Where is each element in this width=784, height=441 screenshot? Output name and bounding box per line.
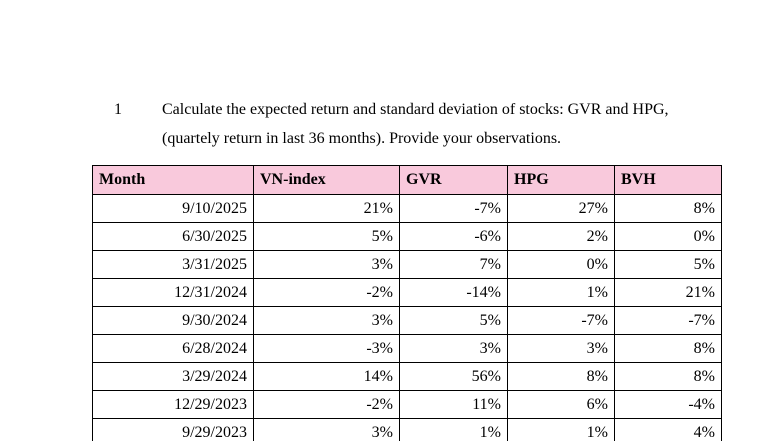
header-hpg: HPG: [507, 165, 615, 195]
table-row: 3/31/2025 3% 7% 0% 5%: [92, 250, 722, 279]
cell-month: 6/30/2025: [92, 222, 254, 251]
header-vn-index: VN-index: [253, 165, 400, 195]
cell-vn-index: -2%: [253, 390, 400, 419]
cell-bvh: 4%: [614, 418, 722, 441]
cell-vn-index: 3%: [253, 306, 400, 335]
cell-month: 3/31/2025: [92, 250, 254, 279]
table-row: 9/10/2025 21% -7% 27% 8%: [92, 194, 722, 223]
cell-vn-index: -2%: [253, 278, 400, 307]
table-row: 12/29/2023 -2% 11% 6% -4%: [92, 390, 722, 419]
cell-vn-index: 21%: [253, 194, 400, 223]
cell-bvh: -7%: [614, 306, 722, 335]
cell-gvr: -6%: [399, 222, 508, 251]
cell-gvr: 1%: [399, 418, 508, 441]
cell-month: 12/29/2023: [92, 390, 254, 419]
cell-hpg: 6%: [507, 390, 615, 419]
cell-gvr: -7%: [399, 194, 508, 223]
header-month: Month: [92, 165, 254, 195]
table-row: 3/29/2024 14% 56% 8% 8%: [92, 362, 722, 391]
cell-vn-index: 5%: [253, 222, 400, 251]
cell-gvr: 3%: [399, 334, 508, 363]
header-gvr: GVR: [399, 165, 508, 195]
cell-vn-index: 3%: [253, 418, 400, 441]
cell-hpg: 8%: [507, 362, 615, 391]
question-number: 1: [114, 101, 122, 118]
table-row: 6/30/2025 5% -6% 2% 0%: [92, 222, 722, 251]
cell-bvh: 8%: [614, 334, 722, 363]
cell-bvh: 8%: [614, 362, 722, 391]
cell-bvh: -4%: [614, 390, 722, 419]
cell-gvr: 5%: [399, 306, 508, 335]
cell-bvh: 8%: [614, 194, 722, 223]
cell-gvr: 11%: [399, 390, 508, 419]
table-header-row: Month VN-index GVR HPG BVH: [92, 165, 722, 195]
cell-hpg: 0%: [507, 250, 615, 279]
cell-vn-index: 14%: [253, 362, 400, 391]
cell-month: 9/29/2023: [92, 418, 254, 441]
cell-gvr: -14%: [399, 278, 508, 307]
question-text-line-2: (quartely return in last 36 months). Pro…: [162, 130, 562, 147]
cell-hpg: -7%: [507, 306, 615, 335]
cell-vn-index: -3%: [253, 334, 400, 363]
cell-month: 3/29/2024: [92, 362, 254, 391]
cell-bvh: 5%: [614, 250, 722, 279]
cell-month: 9/30/2024: [92, 306, 254, 335]
cell-hpg: 1%: [507, 278, 615, 307]
cell-bvh: 21%: [614, 278, 722, 307]
cell-bvh: 0%: [614, 222, 722, 251]
returns-table: Month VN-index GVR HPG BVH 9/10/2025 21%…: [92, 165, 722, 441]
table-row: 9/29/2023 3% 1% 1% 4%: [92, 418, 722, 441]
cell-hpg: 27%: [507, 194, 615, 223]
cell-month: 12/31/2024: [92, 278, 254, 307]
cell-month: 9/10/2025: [92, 194, 254, 223]
table-row: 9/30/2024 3% 5% -7% -7%: [92, 306, 722, 335]
table-row: 12/31/2024 -2% -14% 1% 21%: [92, 278, 722, 307]
header-bvh: BVH: [614, 165, 722, 195]
cell-gvr: 7%: [399, 250, 508, 279]
table-row: 6/28/2024 -3% 3% 3% 8%: [92, 334, 722, 363]
cell-month: 6/28/2024: [92, 334, 254, 363]
question-text-line-1: Calculate the expected return and standa…: [162, 101, 669, 118]
cell-vn-index: 3%: [253, 250, 400, 279]
cell-hpg: 3%: [507, 334, 615, 363]
cell-hpg: 2%: [507, 222, 615, 251]
cell-gvr: 56%: [399, 362, 508, 391]
cell-hpg: 1%: [507, 418, 615, 441]
